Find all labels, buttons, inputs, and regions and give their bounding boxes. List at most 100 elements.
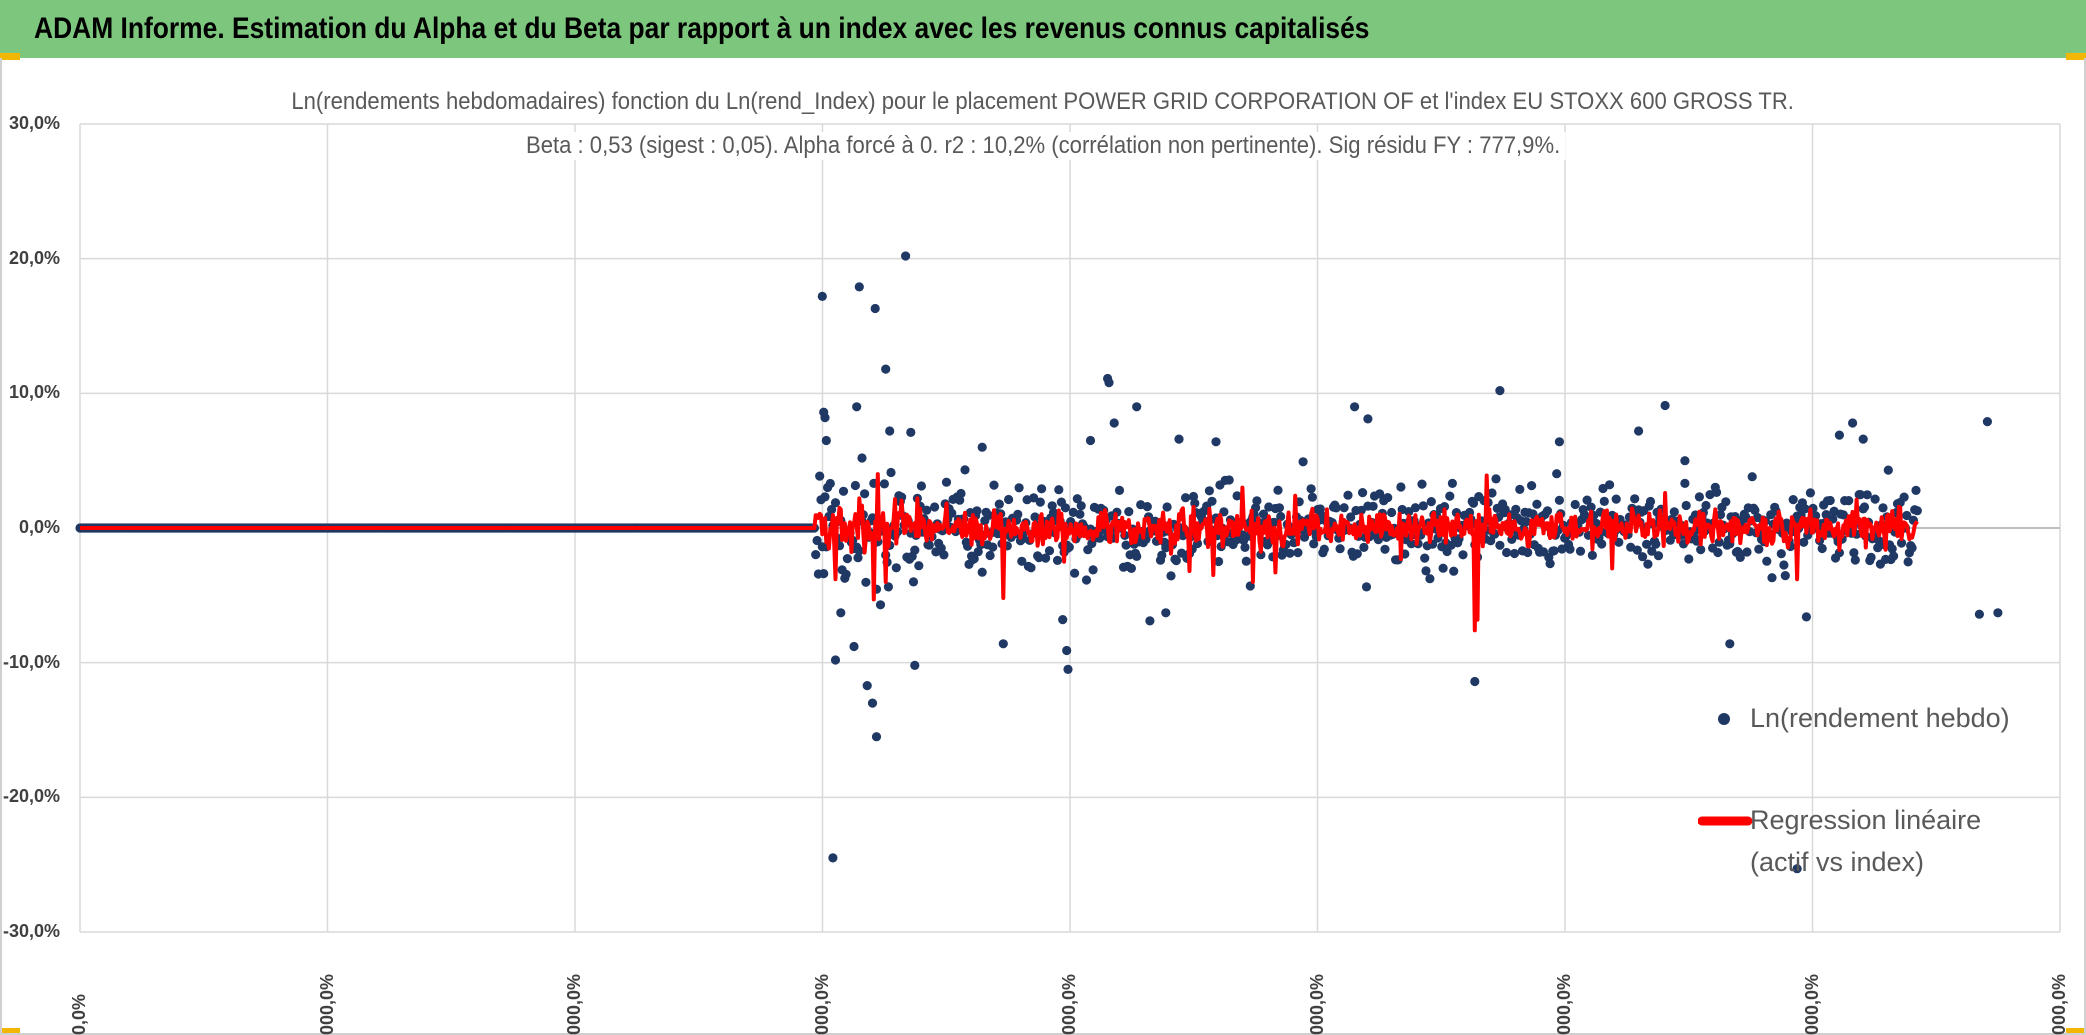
data-point [1114, 485, 1125, 495]
data-point [1643, 559, 1653, 569]
data-point [1889, 551, 1899, 561]
data-point [1359, 542, 1369, 553]
data-point [1735, 552, 1745, 563]
data-point [1911, 485, 1921, 495]
y-tick-label: -10,0% [2, 651, 60, 672]
data-point [817, 291, 827, 301]
legend-marker-points [1718, 713, 1730, 725]
data-point [1834, 430, 1844, 440]
data-point [1232, 491, 1242, 501]
corner-marker [0, 53, 20, 60]
data-point [1425, 574, 1435, 584]
data-point [1611, 494, 1621, 504]
data-point [849, 641, 859, 652]
data-point [1029, 493, 1039, 503]
data-point [1174, 434, 1184, 444]
data-point [1273, 485, 1283, 495]
data-point [1899, 492, 1909, 502]
data-point [1298, 457, 1308, 467]
data-point [998, 639, 1008, 649]
data-point [922, 505, 932, 515]
data-point [1647, 546, 1657, 556]
data-point [1750, 505, 1760, 515]
data-point [852, 402, 862, 412]
data-point [1565, 544, 1575, 554]
data-point [1426, 497, 1436, 507]
data-point [841, 569, 851, 579]
data-point [875, 600, 886, 610]
data-point [1088, 565, 1098, 575]
data-point [1109, 418, 1119, 428]
data-point [977, 442, 987, 452]
data-point [1762, 556, 1772, 566]
data-point [1145, 616, 1155, 626]
data-point [1274, 503, 1284, 513]
data-point [901, 251, 911, 261]
data-point [960, 465, 970, 475]
data-point [819, 569, 829, 579]
data-point [1523, 547, 1533, 558]
data-point [1878, 503, 1888, 513]
data-point [930, 502, 940, 512]
data-point [1515, 484, 1525, 494]
x-tick-label: 000,0% [316, 973, 337, 1035]
data-point [867, 698, 878, 708]
data-point [1081, 575, 1092, 585]
data-point [1037, 484, 1047, 494]
data-point [1754, 544, 1764, 554]
data-point [972, 506, 982, 516]
data-point [1817, 543, 1827, 554]
data-point [1070, 568, 1080, 578]
data-point [1418, 501, 1428, 511]
data-point [1058, 615, 1068, 625]
data-point [1912, 506, 1922, 516]
data-point [1361, 582, 1372, 592]
data-point [1665, 535, 1675, 545]
data-point [1368, 501, 1378, 511]
data-point [1171, 556, 1181, 566]
data-point [1211, 437, 1221, 447]
data-point [910, 660, 920, 671]
data-point [1072, 494, 1082, 504]
data-point [1714, 537, 1724, 547]
data-point [1887, 544, 1897, 554]
data-point [1502, 547, 1512, 558]
data-point [1157, 550, 1167, 560]
data-point [881, 364, 891, 374]
data-point [1256, 550, 1266, 560]
data-point [1417, 479, 1427, 489]
data-point [1742, 547, 1752, 557]
data-point [1142, 502, 1152, 512]
x-tick-label: 000,0% [564, 973, 584, 1035]
data-point [994, 499, 1004, 509]
x-tick-label: 000,0% [1059, 973, 1079, 1035]
data-point [1776, 549, 1786, 559]
data-point [1549, 546, 1559, 556]
data-point [1855, 490, 1866, 500]
data-point [1035, 497, 1045, 507]
data-point [1014, 483, 1024, 493]
chart-frame [0, 58, 2086, 1035]
data-point [1375, 489, 1385, 499]
data-point [1421, 566, 1431, 576]
data-point [1026, 563, 1036, 573]
data-point [1161, 608, 1171, 618]
data-point [1684, 554, 1694, 564]
y-tick-label: 30,0% [8, 113, 60, 133]
data-point [985, 550, 995, 561]
data-point [1224, 475, 1234, 485]
data-point [1902, 510, 1912, 521]
data-point [1545, 559, 1555, 569]
data-point [947, 508, 957, 518]
data-point [1715, 510, 1726, 520]
chart-title: Ln(rendements hebdomadaires) fonction du… [0, 88, 2086, 116]
data-point [1241, 556, 1251, 566]
data-point [1054, 485, 1064, 495]
data-point [1801, 612, 1811, 622]
data-point [969, 554, 979, 564]
data-point [1458, 550, 1468, 560]
data-point [1495, 386, 1505, 396]
data-point [1862, 490, 1872, 500]
data-point [1410, 503, 1420, 513]
regression-line [79, 472, 1919, 633]
